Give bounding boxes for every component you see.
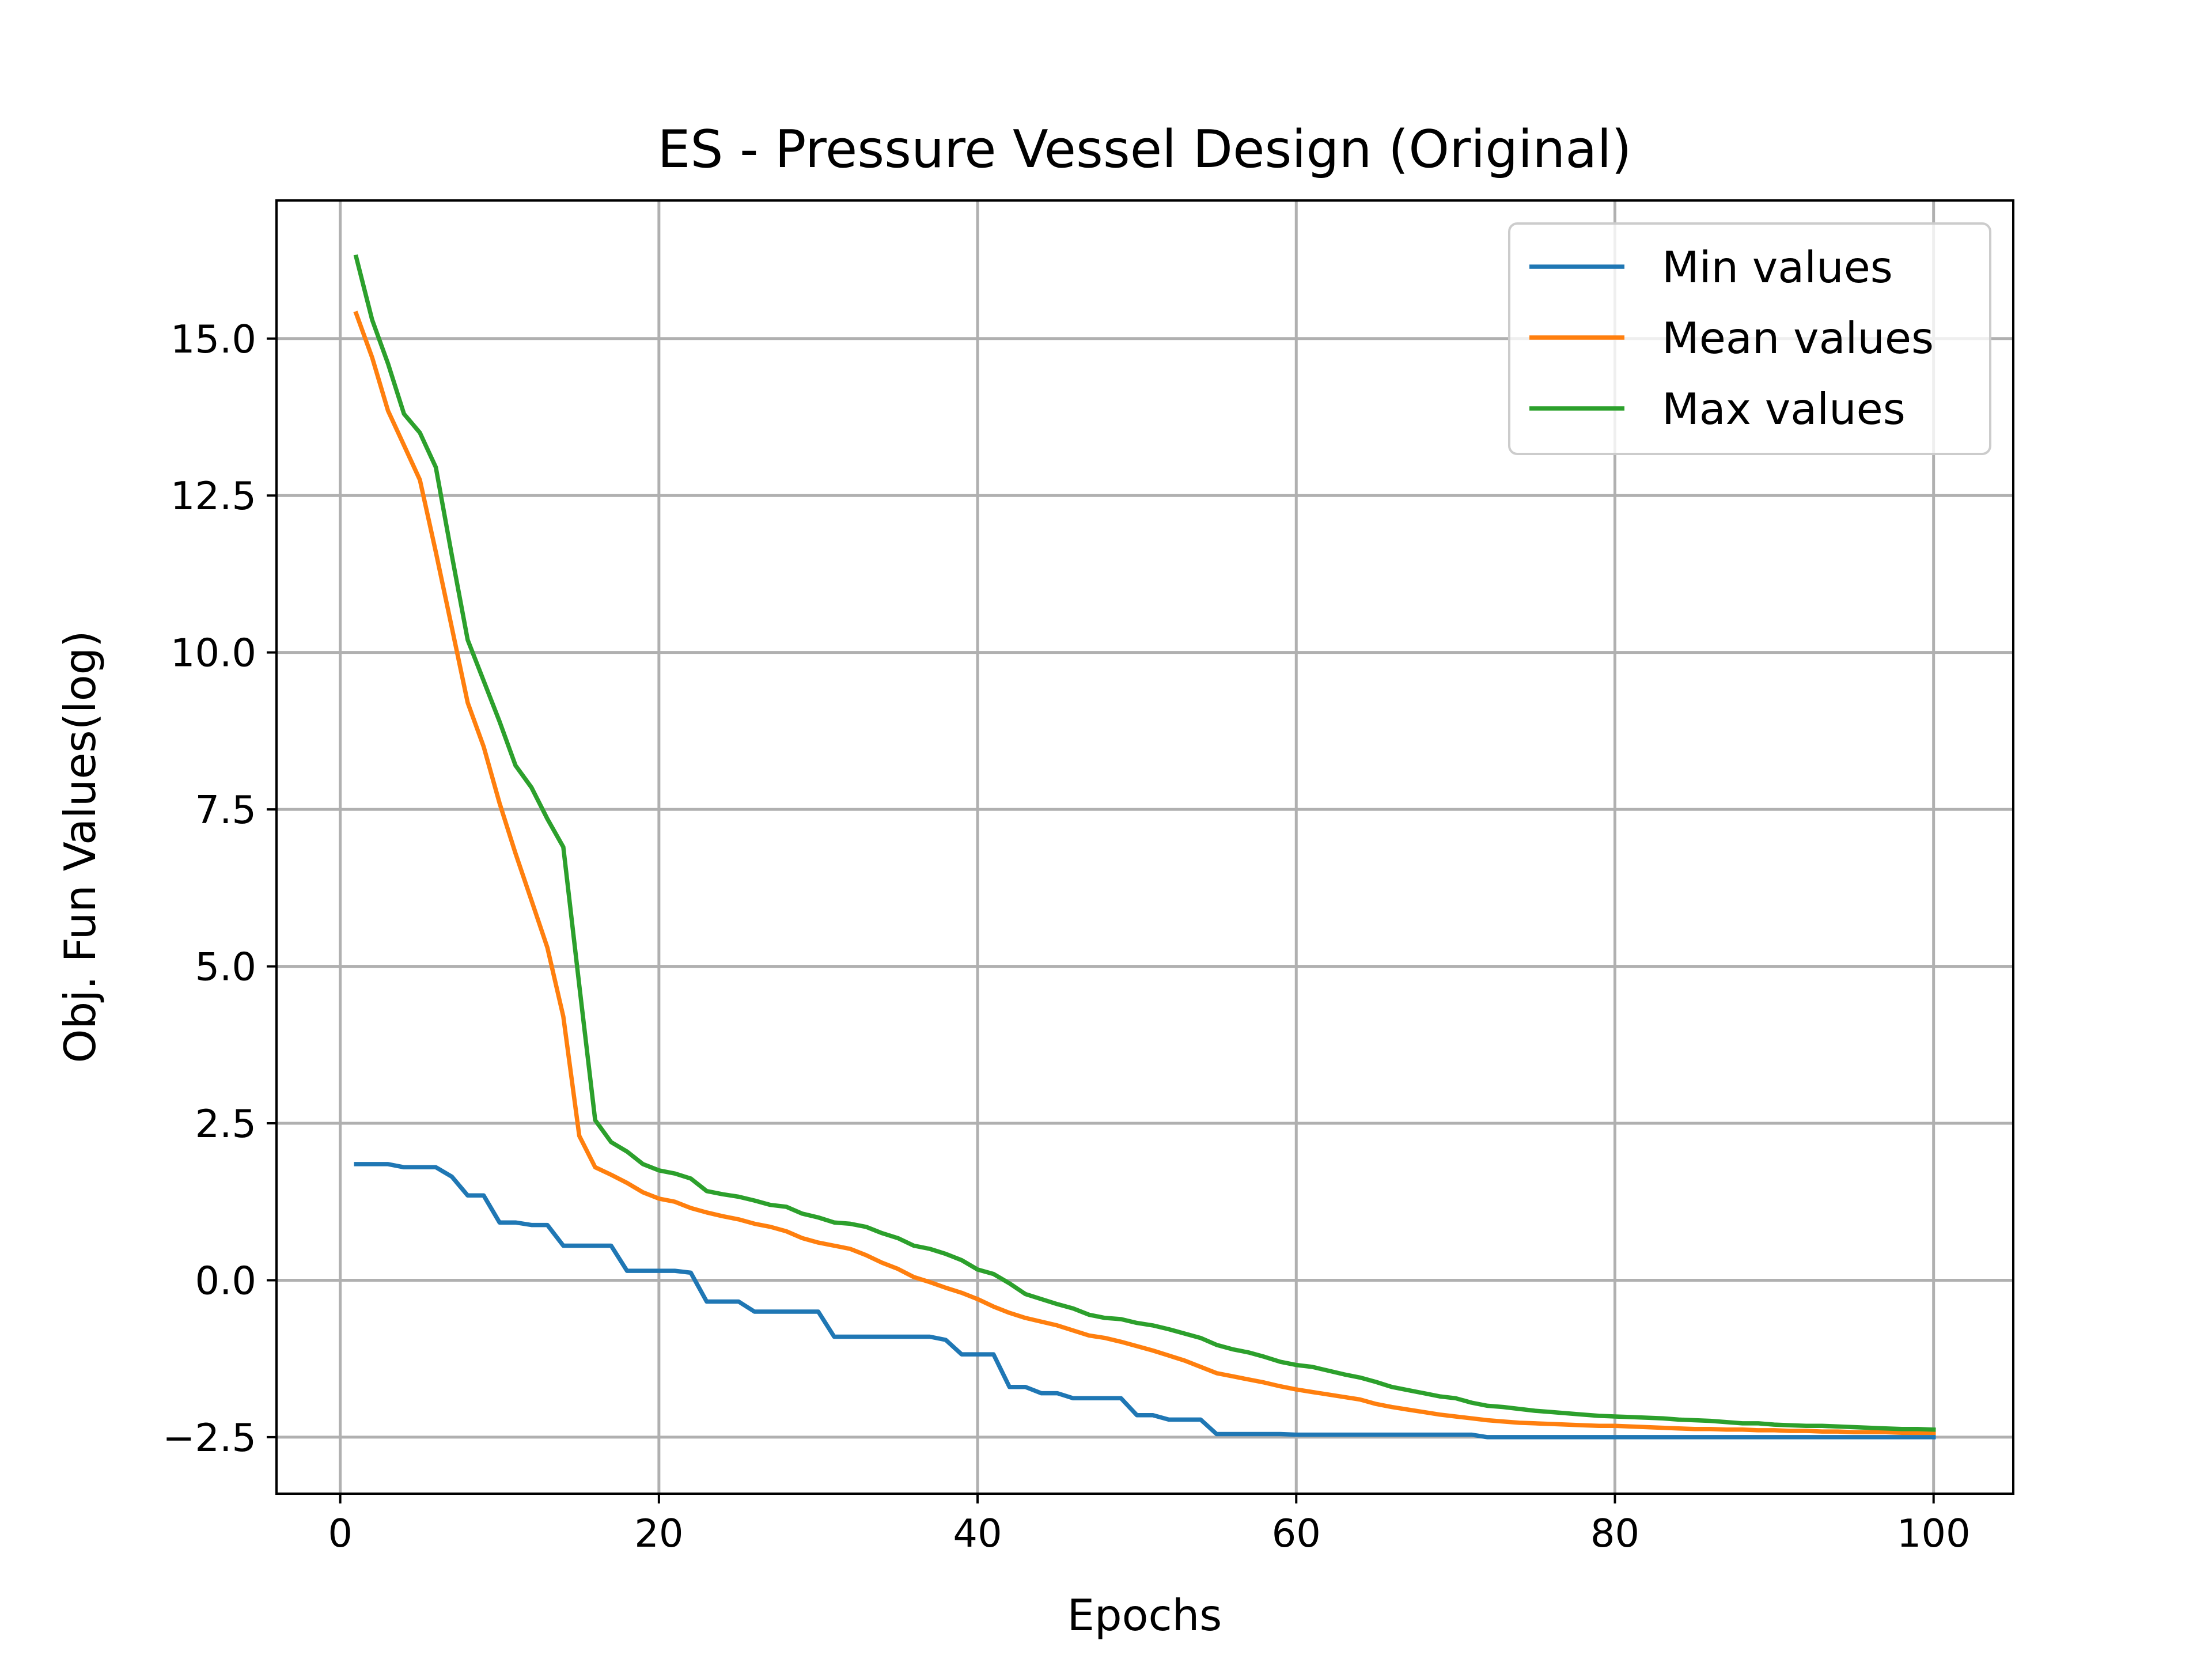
y-tick-label: −2.5: [162, 1415, 256, 1460]
legend: Min values Mean values Max values: [1508, 222, 1991, 455]
x-tick-label: 0: [328, 1511, 353, 1556]
y-tick-label: 10.0: [171, 631, 256, 676]
y-tick-label: 0.0: [195, 1258, 256, 1303]
legend-box: [1508, 222, 1991, 455]
x-tick-label: 100: [1897, 1511, 1971, 1556]
y-tick-label: 2.5: [195, 1101, 256, 1146]
y-tick-label: 7.5: [195, 787, 256, 832]
y-tick-label: 5.0: [195, 945, 256, 990]
series-line-max-values: [353, 254, 1936, 1432]
series-line-mean-values: [353, 310, 1936, 1435]
legend-label-mean-values: Mean values: [1662, 313, 1934, 363]
series-lines: [353, 254, 1936, 1440]
chart-title: ES - Pressure Vessel Design (Original): [657, 119, 1631, 180]
y-tick-label: 12.5: [171, 474, 256, 518]
x-axis-label: Epochs: [1067, 1590, 1222, 1641]
legend-label-max-values: Max values: [1662, 384, 1906, 434]
axis-ticks: 0 20 40 60 80 100 −2.5 0.0 2.5 5.0 7.5 10.0 12.5 15.0: [162, 317, 1970, 1556]
y-axis-label: Obj. Fun Values(log): [55, 631, 105, 1063]
y-tick-label: 15.0: [171, 317, 256, 362]
legend-label-min-values: Min values: [1662, 242, 1893, 293]
x-tick-label: 20: [634, 1511, 683, 1556]
x-tick-label: 40: [953, 1511, 1002, 1556]
x-tick-label: 60: [1272, 1511, 1321, 1556]
plot-frame: [275, 199, 2014, 1495]
series-line-min-values: [354, 1162, 1936, 1440]
grid: [276, 200, 2013, 1494]
x-tick-label: 80: [1590, 1511, 1639, 1556]
